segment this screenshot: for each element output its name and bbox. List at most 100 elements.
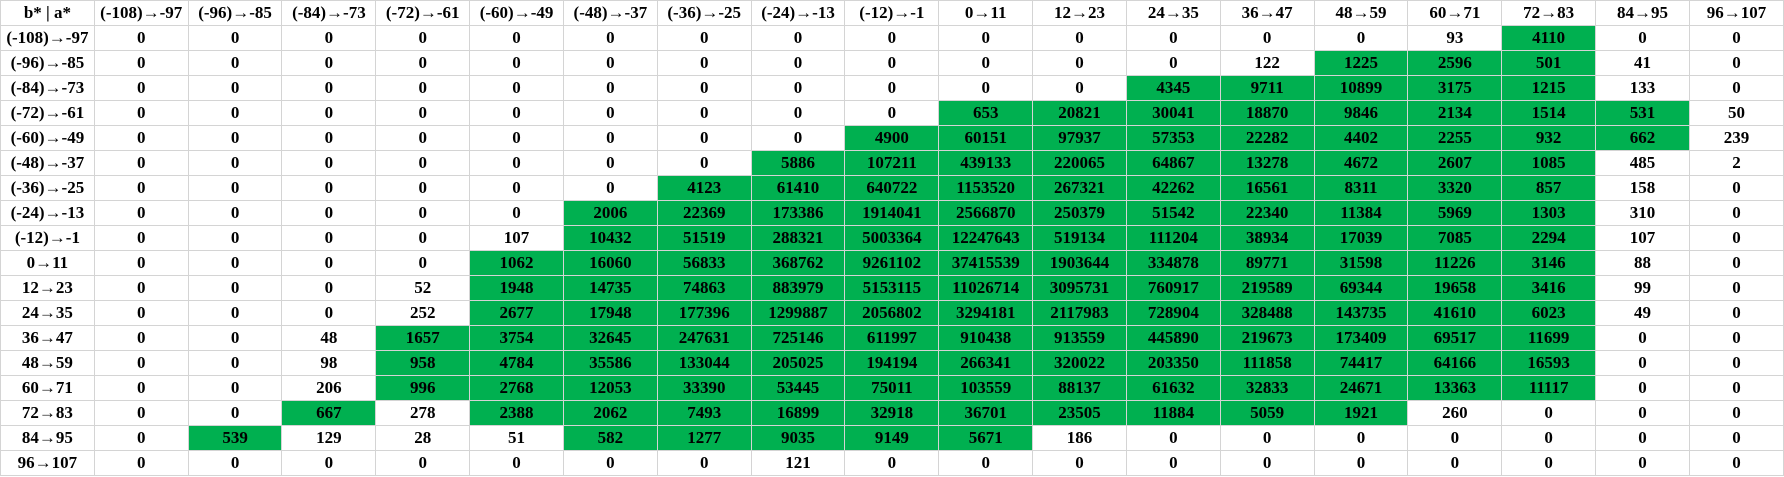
value-cell: 41 [1595,50,1690,76]
highlighted-cell: 266341 [938,350,1034,376]
value-cell: 0 [1688,175,1784,201]
value-cell: 0 [1688,375,1784,401]
highlighted-cell: 996 [375,375,471,401]
value-cell: 0 [93,125,189,151]
highlighted-cell: 1903644 [1032,250,1127,276]
data-row: (-60)→-49 0 0 0 0 0 0 0 0 4900 60151 97937 57353 2228… [0,125,1784,151]
highlighted-cell: 194194 [844,350,940,376]
value-cell: 0 [93,375,189,401]
highlighted-cell: 60151 [938,125,1034,151]
value-cell: 0 [93,100,189,126]
data-row: 48→59 0 0 98 958 4784 35586 133044 205025 194194 2… [0,350,1784,376]
highlighted-cell: 1921 [1313,400,1409,426]
data-row: 0→11 0 0 0 0 1062 16060 56833 368762 9261102 37415… [0,250,1784,276]
row-header: 60→71 [0,375,95,401]
highlighted-cell: 1914041 [844,200,940,226]
highlighted-cell: 22369 [656,200,752,226]
row-header: (-12)→-1 [0,225,95,251]
column-header: 60→71 [1407,0,1503,26]
highlighted-cell: 519134 [1032,225,1127,251]
value-cell: 260 [1407,400,1503,426]
highlighted-cell: 53445 [750,375,846,401]
highlighted-cell: 2255 [1407,125,1503,151]
column-header: (-60)→-49 [469,0,564,26]
value-cell: 51 [469,425,564,451]
highlighted-cell: 4784 [469,350,564,376]
value-cell: 0 [1407,425,1503,451]
highlighted-cell: 133044 [656,350,752,376]
value-cell: 0 [1595,375,1690,401]
highlighted-cell: 653 [938,100,1034,126]
highlighted-cell: 5153115 [844,275,940,301]
value-cell: 0 [1688,350,1784,376]
highlighted-cell: 2294 [1501,225,1597,251]
value-cell: 0 [187,350,283,376]
value-cell: 0 [93,150,189,176]
value-cell: 0 [1032,25,1127,51]
value-cell: 0 [375,100,471,126]
highlighted-cell: 57353 [1125,125,1221,151]
highlighted-cell: 35586 [562,350,658,376]
highlighted-cell: 11384 [1313,200,1409,226]
value-cell: 0 [187,125,283,151]
highlighted-cell: 2056802 [844,300,940,326]
highlighted-cell: 5671 [938,425,1034,451]
value-cell: 0 [562,75,658,101]
data-row: (-36)→-25 0 0 0 0 0 0 4123 61410 640722 1153520 267… [0,175,1784,201]
highlighted-cell: 51519 [656,225,752,251]
highlighted-cell: 9711 [1219,75,1315,101]
value-cell: 0 [844,25,940,51]
data-row: 96→107 0 0 0 0 0 0 0 121 0 0 0 0 0 0 0 0 0 0 [0,450,1784,476]
highlighted-cell: 267321 [1032,175,1127,201]
value-cell: 0 [469,50,564,76]
value-cell: 0 [469,125,564,151]
value-cell: 0 [469,450,564,476]
data-row: (-48)→-37 0 0 0 0 0 0 0 5886 107211 439133 220065 64… [0,150,1784,176]
value-cell: 0 [1125,450,1221,476]
value-cell: 158 [1595,175,1690,201]
row-header: (-36)→-25 [0,175,95,201]
highlighted-cell: 2388 [469,400,564,426]
highlighted-cell: 2566870 [938,200,1034,226]
value-cell: 0 [281,250,377,276]
highlighted-cell: 11699 [1501,325,1597,351]
value-cell: 0 [1688,225,1784,251]
value-cell: 0 [1219,425,1315,451]
value-cell: 0 [281,75,377,101]
value-cell: 122 [1219,50,1315,76]
value-cell: 0 [1407,450,1503,476]
highlighted-cell: 11884 [1125,400,1221,426]
highlighted-cell: 7085 [1407,225,1503,251]
highlighted-cell: 320022 [1032,350,1127,376]
value-cell: 0 [1688,75,1784,101]
highlighted-cell: 89771 [1219,250,1315,276]
value-cell: 98 [281,350,377,376]
value-cell: 88 [1595,250,1690,276]
highlighted-cell: 75011 [844,375,940,401]
highlighted-cell: 3146 [1501,250,1597,276]
highlighted-cell: 3294181 [938,300,1034,326]
column-header: (-24)→-13 [750,0,846,26]
highlighted-cell: 74417 [1313,350,1409,376]
value-cell: 0 [281,100,377,126]
highlighted-cell: 64867 [1125,150,1221,176]
column-header: 36→47 [1219,0,1315,26]
value-cell: 50 [1688,100,1784,126]
column-header: (-48)→-37 [562,0,658,26]
column-header: 12→23 [1032,0,1127,26]
highlighted-cell: 203350 [1125,350,1221,376]
value-cell: 0 [1125,25,1221,51]
value-cell: 0 [750,75,846,101]
highlighted-cell: 640722 [844,175,940,201]
row-header: 36→47 [0,325,95,351]
highlighted-cell: 13278 [1219,150,1315,176]
highlighted-cell: 64166 [1407,350,1503,376]
value-cell: 252 [375,300,471,326]
value-cell: 0 [750,125,846,151]
highlighted-cell: 10432 [562,225,658,251]
column-header: (-12)→-1 [844,0,940,26]
highlighted-cell: 32833 [1219,375,1315,401]
highlighted-cell: 3416 [1501,275,1597,301]
value-cell: 0 [375,225,471,251]
